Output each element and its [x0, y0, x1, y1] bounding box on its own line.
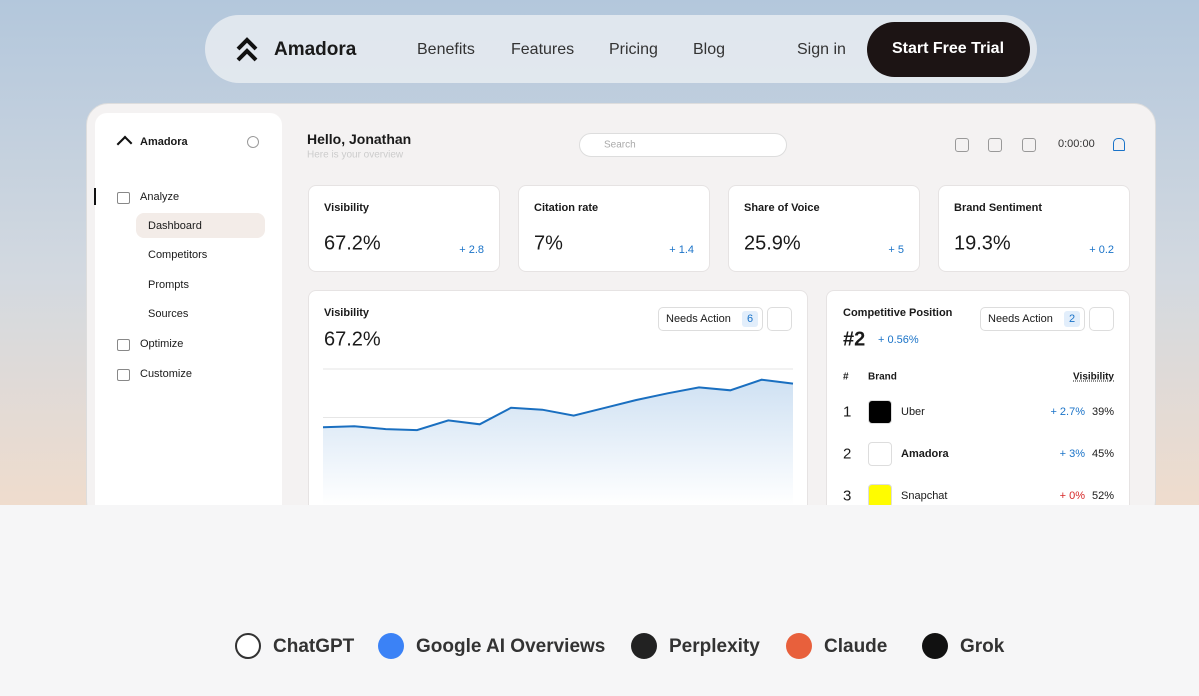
menu-icon — [117, 369, 130, 381]
ai-logo-icon — [922, 633, 948, 659]
line-area — [323, 379, 793, 505]
column-header: # — [843, 371, 849, 383]
brand-change: + 0% — [1059, 490, 1085, 502]
submenu-item[interactable]: Sources — [148, 308, 189, 320]
menu-item[interactable]: Analyze — [140, 191, 180, 203]
menu-icon — [117, 339, 130, 351]
nav-link[interactable]: Features — [511, 41, 575, 58]
active-item — [136, 213, 265, 238]
metric-card — [518, 185, 710, 272]
brand-name: Uber — [901, 406, 925, 418]
timer: 0:00:00 — [1058, 138, 1095, 150]
metric-value: 7% — [534, 232, 563, 255]
indicator — [94, 188, 96, 205]
brand-visibility: 39% — [1091, 406, 1114, 418]
menu-button[interactable] — [1089, 307, 1114, 331]
ai-logo-icon — [786, 633, 812, 659]
brand-name: Amadora — [901, 448, 949, 460]
cta-button[interactable] — [867, 22, 1030, 77]
ai-logo-name: ChatGPT — [273, 636, 355, 657]
metric-change: + 5 — [888, 244, 904, 256]
metric-card — [938, 185, 1130, 272]
badge-count: 2 — [1068, 313, 1076, 325]
badge-count-bg — [1064, 311, 1080, 327]
toolbar-icon[interactable] — [988, 138, 1002, 152]
ai-logo-icon — [235, 633, 261, 659]
search-box[interactable] — [579, 133, 787, 157]
nav-link[interactable]: Pricing — [609, 41, 658, 58]
badge[interactable] — [658, 307, 763, 331]
metric-label: Visibility — [324, 202, 370, 214]
brand-icon — [868, 442, 892, 466]
metric-value: 19.3% — [954, 232, 1011, 255]
metric-card — [728, 185, 920, 272]
menu-button[interactable] — [767, 307, 792, 331]
metric-value: 25.9% — [744, 232, 801, 255]
column-header: Brand — [868, 371, 897, 383]
greeting: Hello, Jonathan — [307, 131, 412, 147]
ai-logo-name: Perplexity — [669, 636, 760, 657]
nav-logo — [236, 37, 258, 62]
metric-change: + 2.8 — [459, 244, 484, 256]
ai-logo-name: Claude — [824, 636, 888, 657]
nav-link[interactable]: Benefits — [417, 41, 475, 58]
ai-logo-name: Google AI Overviews — [416, 636, 606, 657]
metric-label: Citation rate — [534, 202, 599, 214]
collapse-icon — [247, 136, 259, 148]
submenu-item[interactable]: Competitors — [148, 249, 208, 261]
card-title: Competitive Position — [843, 307, 953, 319]
submenu-item[interactable]: Dashboard — [148, 220, 202, 232]
menu-icon — [117, 192, 130, 204]
chart-value: 67.2% — [324, 328, 381, 351]
ai-logo-icon — [378, 633, 404, 659]
metric-card — [308, 185, 500, 272]
badge-label[interactable]: Needs Action — [988, 313, 1053, 325]
metric-label: Share of Voice — [744, 202, 820, 214]
column-header: Visibility — [1073, 371, 1114, 383]
menu-item[interactable]: Customize — [140, 368, 192, 380]
brand-icon — [868, 400, 892, 424]
badge-count: 6 — [746, 313, 754, 325]
chart-title: Visibility — [324, 307, 370, 319]
cta-label[interactable]: Start Free Trial — [891, 40, 1005, 57]
brand-change: + 2.7% — [1050, 406, 1085, 418]
row-rank: 3 — [843, 487, 852, 505]
line-chart — [322, 368, 794, 505]
metric-change: + 1.4 — [669, 244, 694, 256]
submenu-item[interactable]: Prompts — [148, 279, 189, 291]
bell-icon[interactable] — [1113, 138, 1125, 151]
sidebar — [95, 113, 282, 523]
metric-value: 67.2% — [324, 232, 381, 255]
brand-change: + 3% — [1059, 448, 1085, 460]
sidebar-brand: Amadora — [140, 136, 188, 148]
ai-logo-name: Grok — [960, 636, 1005, 657]
metric-change: + 0.2 — [1089, 244, 1114, 256]
brand-visibility: 52% — [1091, 490, 1114, 502]
brand-visibility: 45% — [1091, 448, 1114, 460]
menu-item[interactable]: Optimize — [140, 338, 184, 350]
row-rank: 1 — [843, 403, 852, 421]
toolbar-icon[interactable] — [955, 138, 969, 152]
rank-change: + 0.56% — [878, 334, 919, 346]
nav-brand: Amadora — [274, 39, 357, 60]
metric-label: Brand Sentiment — [954, 202, 1043, 214]
nav-link[interactable]: Blog — [693, 41, 726, 58]
logo-strip-cover — [0, 505, 1199, 696]
line — [322, 378, 794, 432]
rank: #2 — [843, 328, 866, 351]
brand-name: Snapchat — [901, 490, 948, 502]
badge-label[interactable]: Needs Action — [666, 313, 731, 325]
badge-count-bg — [742, 311, 758, 327]
subtitle: Here is your overview — [307, 149, 404, 161]
badge[interactable] — [980, 307, 1085, 331]
sign-in[interactable]: Sign in — [797, 41, 846, 58]
ai-logo-icon — [631, 633, 657, 659]
toolbar-icon[interactable] — [1022, 138, 1036, 152]
search-placeholder[interactable]: Search — [604, 139, 636, 151]
row-rank: 2 — [843, 445, 852, 463]
